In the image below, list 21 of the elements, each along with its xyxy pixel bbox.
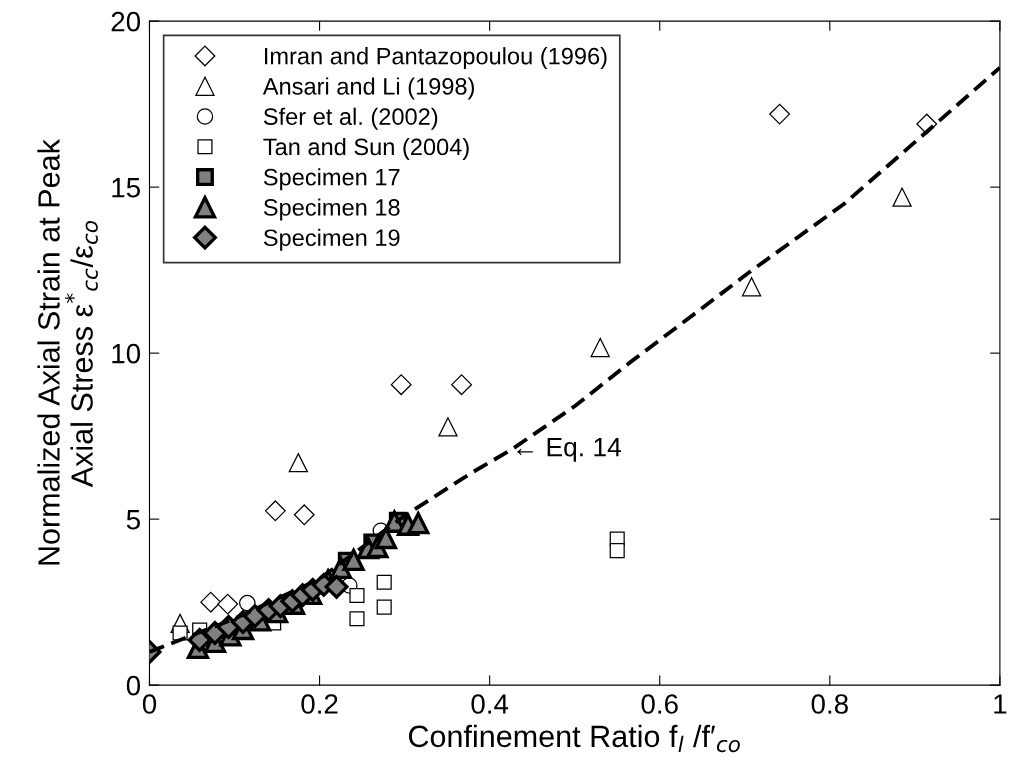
legend-label: Sfer et al. (2002) bbox=[263, 107, 438, 130]
annotation: ← Eq. 14 bbox=[517, 438, 621, 462]
x-tick-label: 0.6 bbox=[641, 694, 678, 714]
y-tick-label: 20 bbox=[111, 11, 141, 32]
x-tick-label: 1 bbox=[994, 694, 1007, 714]
y-axis-title: Normalized Axial Strain at Peak Axial Stress ε$^{*}$$_{cc}$/ε$_{co}$ bbox=[37, 139, 98, 565]
x-tick-label: 0.8 bbox=[811, 694, 848, 714]
legend-label: Ansari and Li (1998) bbox=[262, 77, 474, 100]
legend-label: Specimen 19 bbox=[263, 228, 400, 251]
y-tick-label: 0 bbox=[126, 675, 141, 696]
legend-label: Tan and Sun (2004) bbox=[263, 137, 469, 160]
y-tick-label: 5 bbox=[126, 510, 140, 530]
x-tick-label: 0 bbox=[142, 694, 157, 714]
x-tick-label: 0.4 bbox=[471, 694, 509, 714]
legend-label: Specimen 17 bbox=[263, 168, 400, 191]
y-tick-label: 10 bbox=[112, 343, 141, 364]
x-tick-label: 0.2 bbox=[301, 694, 338, 714]
x-axis-title: Confinement Ratio f$_{l}$ /f′$_{co}$ bbox=[408, 724, 740, 753]
legend-label: Imran and Pantazopoulou (1996) bbox=[264, 47, 607, 70]
y-tick-label: 15 bbox=[112, 178, 140, 198]
legend-label: Specimen 18 bbox=[263, 198, 400, 221]
